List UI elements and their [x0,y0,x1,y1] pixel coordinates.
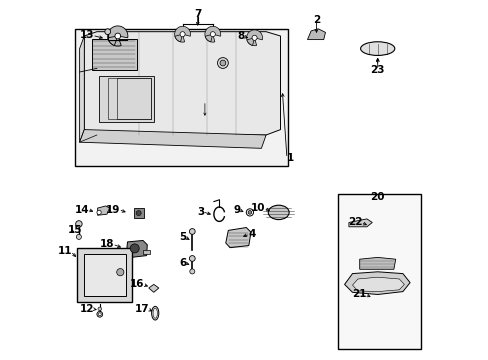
Polygon shape [80,36,84,142]
Text: 20: 20 [370,192,384,202]
Text: 7: 7 [194,9,201,19]
Text: 9: 9 [233,204,240,215]
Wedge shape [107,26,127,46]
Wedge shape [246,38,254,45]
Text: 19: 19 [106,204,120,215]
Circle shape [189,256,195,261]
Circle shape [115,33,121,39]
Text: 11: 11 [58,246,72,256]
Text: 17: 17 [134,304,149,314]
Polygon shape [126,240,147,257]
Text: 12: 12 [80,304,94,314]
Text: 2: 2 [312,15,320,25]
Bar [84,254,125,296]
Text: 18: 18 [100,239,114,249]
Circle shape [189,229,195,234]
Polygon shape [84,32,280,135]
Text: 15: 15 [67,225,81,235]
Wedge shape [204,26,220,42]
Circle shape [136,211,141,216]
Ellipse shape [130,244,139,253]
Ellipse shape [153,308,157,318]
Wedge shape [246,30,262,46]
Text: 3: 3 [197,207,204,217]
Ellipse shape [360,42,394,55]
Ellipse shape [151,306,159,320]
Circle shape [210,32,215,37]
Text: 23: 23 [370,65,384,75]
Bar [107,78,151,119]
Bar [337,194,420,349]
Circle shape [217,58,228,68]
Circle shape [117,269,123,276]
Text: 21: 21 [352,289,366,300]
Text: 16: 16 [130,279,144,289]
Polygon shape [352,277,404,292]
Wedge shape [205,34,212,42]
Text: 6: 6 [179,258,186,268]
Wedge shape [108,36,118,45]
Circle shape [180,32,185,37]
Circle shape [251,35,257,40]
Circle shape [247,211,251,214]
Circle shape [76,234,81,239]
Circle shape [246,209,253,216]
Circle shape [97,311,102,317]
Polygon shape [344,272,409,294]
Bar [117,78,151,119]
Polygon shape [225,228,250,248]
Text: 22: 22 [347,217,362,228]
Circle shape [98,313,101,316]
Circle shape [76,221,82,227]
Polygon shape [148,284,159,292]
Wedge shape [174,26,190,42]
Circle shape [189,269,194,274]
Polygon shape [359,257,395,269]
Bar [75,29,287,166]
Bar [99,76,154,122]
Wedge shape [175,34,182,42]
Bar [142,250,150,254]
Text: 13: 13 [80,30,94,40]
Text: 1: 1 [286,153,294,163]
Text: 5: 5 [179,232,186,242]
Text: 10: 10 [250,203,265,213]
Polygon shape [307,29,325,40]
Polygon shape [77,248,132,302]
Circle shape [220,60,225,66]
Circle shape [104,29,110,35]
Text: 4: 4 [247,229,255,239]
Circle shape [97,210,101,215]
Text: 8: 8 [237,31,244,41]
Bar [133,208,143,218]
Circle shape [98,307,102,311]
Polygon shape [348,219,371,227]
Polygon shape [91,39,136,70]
Text: 14: 14 [74,204,89,215]
Ellipse shape [268,205,288,220]
Polygon shape [98,206,109,215]
Polygon shape [80,130,265,148]
